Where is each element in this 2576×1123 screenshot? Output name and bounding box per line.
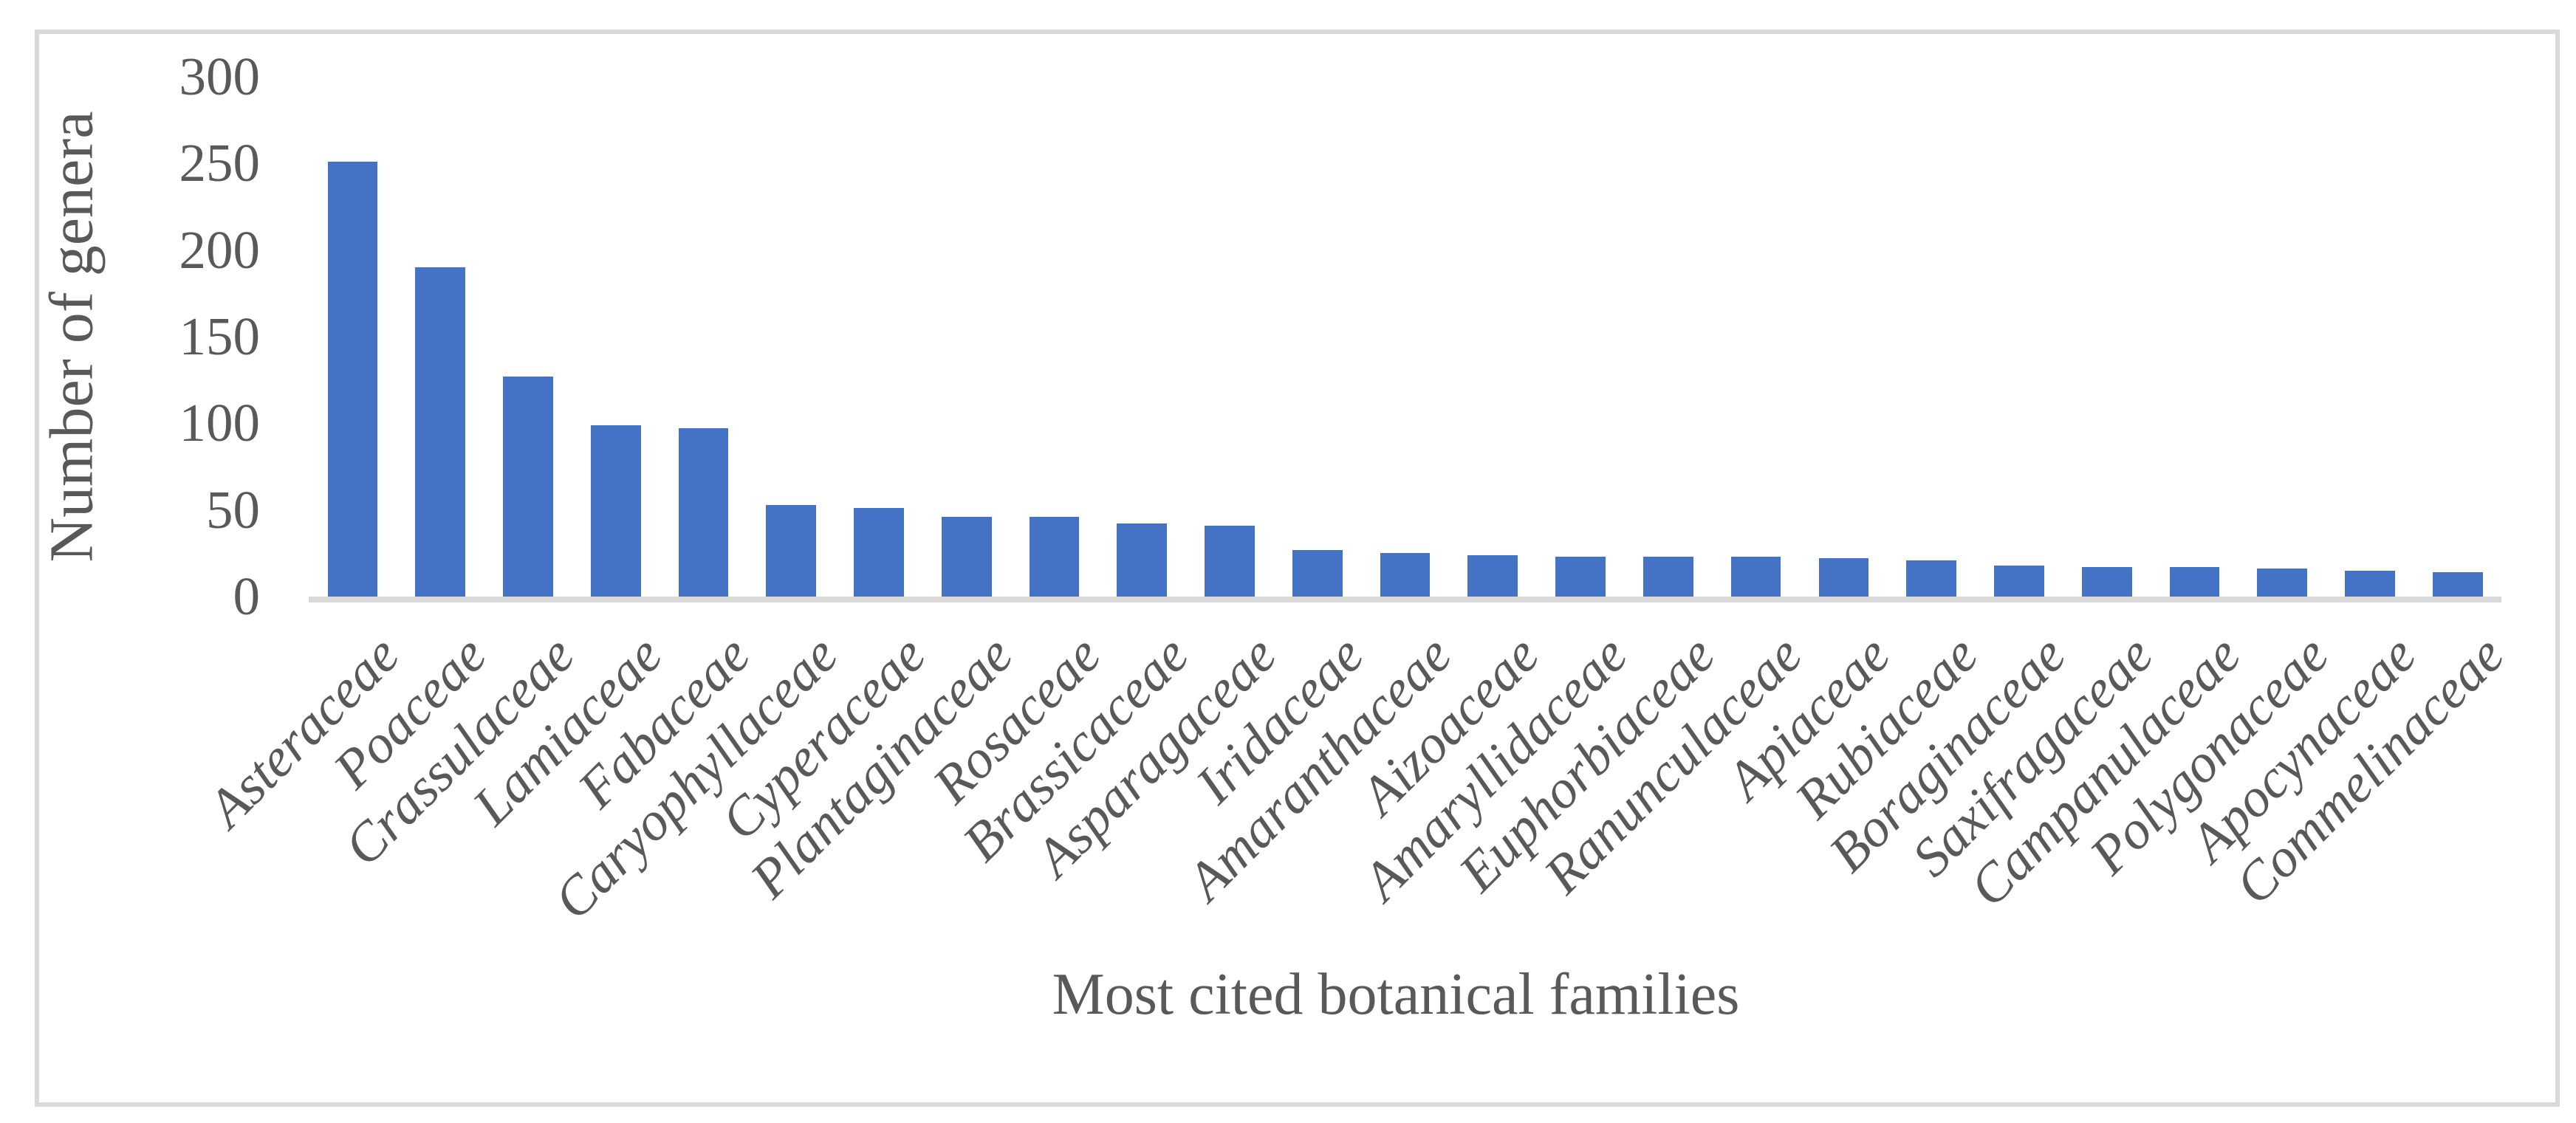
- y-axis-title: Number of genera: [37, 111, 106, 563]
- bar-asteraceae: [327, 162, 378, 597]
- bar-fabaceae: [678, 428, 729, 597]
- bar-amaranthaceae: [1380, 553, 1431, 597]
- bar-slot-asteraceae: [309, 77, 397, 597]
- bar-cyperaceae: [854, 508, 904, 597]
- bar-apocynaceae: [2345, 570, 2395, 597]
- bar-slot-euphorbiaceae: [1624, 77, 1712, 597]
- bar-slot-apiaceae: [1800, 77, 1888, 597]
- y-tick-label-200: 200: [179, 219, 261, 280]
- bar-slot-apocynaceae: [2326, 77, 2414, 597]
- bar-slot-amaranthaceae: [1361, 77, 1449, 597]
- bar-euphorbiaceae: [1643, 557, 1693, 597]
- y-tick-label-150: 150: [179, 306, 261, 366]
- bar-crassulaceae: [503, 376, 553, 597]
- y-tick-label-100: 100: [179, 393, 261, 453]
- x-axis-title: Most cited botanical families: [1052, 962, 1740, 1027]
- bar-slot-plantaginaceae: [922, 77, 1010, 597]
- bar-caryophyllaceae: [766, 504, 817, 597]
- bar-slot-asparagaceae: [1186, 77, 1274, 597]
- bar-slot-cyperaceae: [835, 77, 923, 597]
- bar-rubiaceae: [1906, 560, 1956, 597]
- bar-slot-rubiaceae: [1888, 77, 1976, 597]
- bar-slot-brassicaceae: [1098, 77, 1186, 597]
- bar-brassicaceae: [1117, 523, 1168, 597]
- bar-campanulaceae: [2169, 567, 2220, 597]
- bar-rosaceae: [1029, 517, 1080, 597]
- bar-slot-amaryllidaceae: [1537, 77, 1625, 597]
- plot-area: [309, 77, 2501, 597]
- bar-iridaceae: [1292, 549, 1343, 597]
- bar-slot-iridaceae: [1273, 77, 1361, 597]
- bar-saxifragaceae: [2081, 567, 2132, 597]
- bar-slot-campanulaceae: [2151, 77, 2238, 597]
- bar-slot-caryophyllaceae: [747, 77, 835, 597]
- bar-slot-saxifragaceae: [2063, 77, 2151, 597]
- bar-slot-ranunculaceae: [1712, 77, 1800, 597]
- bar-slot-rosaceae: [1010, 77, 1098, 597]
- bar-slot-polygonaceae: [2238, 77, 2326, 597]
- figure-border: [35, 30, 2560, 1107]
- bar-boraginaceae: [1994, 565, 2044, 597]
- bar-asparagaceae: [1205, 525, 1255, 597]
- bar-aizoaceae: [1467, 554, 1518, 597]
- x-axis-line: [309, 597, 2501, 602]
- bar-slot-lamiaceae: [572, 77, 660, 597]
- bar-slot-boraginaceae: [1976, 77, 2063, 597]
- y-tick-label-250: 250: [179, 133, 261, 193]
- bar-slot-fabaceae: [660, 77, 747, 597]
- bar-lamiaceae: [590, 425, 641, 597]
- y-tick-label-300: 300: [179, 47, 261, 106]
- bar-amaryllidaceae: [1555, 557, 1606, 597]
- bar-apiaceae: [1818, 558, 1869, 597]
- y-tick-label-0: 0: [233, 566, 261, 626]
- bar-plantaginaceae: [941, 517, 992, 597]
- bar-poaceae: [415, 267, 465, 597]
- bar-slot-aizoaceae: [1449, 77, 1537, 597]
- bar-polygonaceae: [2257, 569, 2308, 597]
- bar-ranunculaceae: [1730, 557, 1781, 597]
- bar-slot-crassulaceae: [484, 77, 572, 597]
- y-tick-label-50: 50: [206, 479, 260, 540]
- bar-slot-commelinaceae: [2414, 77, 2501, 597]
- bar-slot-poaceae: [397, 77, 484, 597]
- bar-commelinaceae: [2432, 572, 2483, 597]
